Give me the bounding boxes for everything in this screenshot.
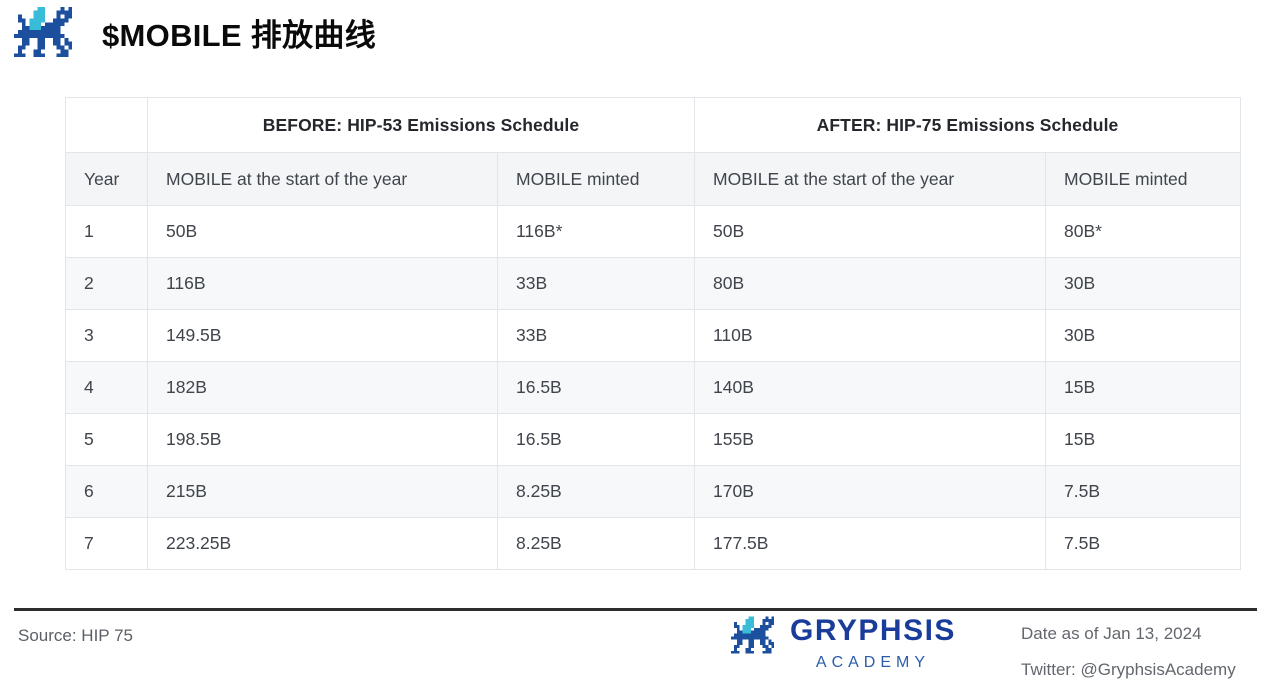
value-cell: 110B	[694, 309, 1046, 362]
value-cell: 30B	[1045, 309, 1241, 362]
column-header-before-start: MOBILE at the start of the year	[147, 152, 498, 206]
value-cell: 16.5B	[497, 413, 695, 466]
date-label: Date as of Jan 13, 2024	[1021, 624, 1202, 643]
value-cell: 7.5B	[1045, 465, 1241, 518]
group-header-row: BEFORE: HIP-53 Emissions Schedule AFTER:…	[65, 97, 1241, 153]
value-cell: 80B*	[1045, 205, 1241, 258]
table-row: 7 223.25B 8.25B 177.5B 7.5B	[65, 517, 1241, 570]
value-cell: 170B	[694, 465, 1046, 518]
column-header-after-minted: MOBILE minted	[1045, 152, 1241, 206]
year-cell: 7	[65, 517, 148, 570]
value-cell: 15B	[1045, 413, 1241, 466]
value-cell: 7.5B	[1045, 517, 1241, 570]
value-cell: 223.25B	[147, 517, 498, 570]
before-group-header: BEFORE: HIP-53 Emissions Schedule	[147, 97, 695, 153]
value-cell: 8.25B	[497, 517, 695, 570]
table-row: 4 182B 16.5B 140B 15B	[65, 361, 1241, 414]
value-cell: 149.5B	[147, 309, 498, 362]
value-cell: 140B	[694, 361, 1046, 414]
after-group-header: AFTER: HIP-75 Emissions Schedule	[694, 97, 1241, 153]
value-cell: 50B	[694, 205, 1046, 258]
value-cell: 33B	[497, 309, 695, 362]
value-cell: 50B	[147, 205, 498, 258]
gryphsis-dragon-pixel-icon	[731, 615, 777, 655]
page-header: $MOBILE 排放曲线	[14, 6, 376, 58]
value-cell: 8.25B	[497, 465, 695, 518]
table-row: 2 116B 33B 80B 30B	[65, 257, 1241, 310]
column-header-before-minted: MOBILE minted	[497, 152, 695, 206]
source-label: Source: HIP 75	[18, 626, 133, 645]
value-cell: 116B	[147, 257, 498, 310]
value-cell: 155B	[694, 413, 1046, 466]
year-cell: 2	[65, 257, 148, 310]
value-cell: 16.5B	[497, 361, 695, 414]
emissions-table-body: 1 50B 116B* 50B 80B* 2 116B 33B 80B 30B 3 149.5B 33B…	[65, 205, 1241, 570]
twitter-handle: Twitter: @GryphsisAcademy	[1021, 660, 1236, 679]
year-cell: 5	[65, 413, 148, 466]
value-cell: 33B	[497, 257, 695, 310]
corner-cell	[65, 97, 148, 153]
table-row: 3 149.5B 33B 110B 30B	[65, 309, 1241, 362]
year-cell: 1	[65, 205, 148, 258]
value-cell: 182B	[147, 361, 498, 414]
gryphsis-academy-logo: GRYPHSIS ACADEMY	[731, 615, 956, 672]
value-cell: 80B	[694, 257, 1046, 310]
table-row: 1 50B 116B* 50B 80B*	[65, 205, 1241, 258]
year-cell: 4	[65, 361, 148, 414]
brand-name: GRYPHSIS	[790, 614, 956, 647]
column-header-row: Year MOBILE at the start of the year MOB…	[65, 152, 1241, 206]
table-row: 5 198.5B 16.5B 155B 15B	[65, 413, 1241, 466]
value-cell: 116B*	[497, 205, 695, 258]
brand-subtitle: ACADEMY	[815, 653, 931, 671]
value-cell: 30B	[1045, 257, 1241, 310]
value-cell: 198.5B	[147, 413, 498, 466]
value-cell: 177.5B	[694, 517, 1046, 570]
value-cell: 15B	[1045, 361, 1241, 414]
value-cell: 215B	[147, 465, 498, 518]
page-title: $MOBILE 排放曲线	[102, 17, 377, 53]
year-cell: 3	[65, 309, 148, 362]
table-row: 6 215B 8.25B 170B 7.5B	[65, 465, 1241, 518]
column-header-after-start: MOBILE at the start of the year	[694, 152, 1046, 206]
column-header-year: Year	[65, 152, 148, 206]
emissions-table: BEFORE: HIP-53 Emissions Schedule AFTER:…	[65, 97, 1241, 570]
footer-divider	[14, 608, 1257, 611]
brand-text: GRYPHSIS ACADEMY	[790, 615, 956, 672]
year-cell: 6	[65, 465, 148, 518]
gryphsis-dragon-pixel-icon	[14, 6, 76, 58]
footer-meta: Date as of Jan 13, 2024 Twitter: @Gryphs…	[1021, 624, 1236, 680]
